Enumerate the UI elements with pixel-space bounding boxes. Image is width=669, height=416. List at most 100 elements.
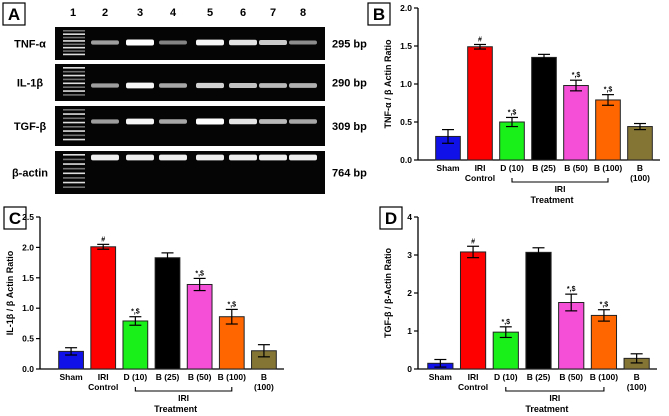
gel-band xyxy=(159,83,187,88)
gel-band xyxy=(229,39,257,46)
lane-number: 5 xyxy=(207,7,213,19)
y-tick-label: 2.0 xyxy=(400,3,412,13)
significance-mark: *,$ xyxy=(131,309,140,316)
bar xyxy=(595,99,621,161)
y-axis-label: TGF-β / β-Actin Ratio xyxy=(383,248,393,338)
ladder-band xyxy=(63,53,85,56)
gel-band xyxy=(289,83,317,88)
significance-mark: *,$ xyxy=(600,302,609,309)
y-tick-label: 1.5 xyxy=(22,273,34,283)
x-tick-label-line: IRI xyxy=(468,372,479,382)
bar xyxy=(154,257,181,370)
gel-band xyxy=(126,39,154,46)
gel-band xyxy=(91,83,119,88)
x-tick-label-line: IRI xyxy=(98,372,109,382)
x-tick-label-line: B (100) xyxy=(594,163,623,173)
x-tick-label-line: Control xyxy=(465,173,495,183)
gel-band xyxy=(259,83,287,88)
x-tick-label: B (25) xyxy=(156,372,180,382)
x-tick-label-line: D (10) xyxy=(124,372,148,382)
x-tick-label: B (100) xyxy=(627,372,647,392)
x-tick-label-line: IRI xyxy=(475,163,486,173)
x-tick-label: B (100) xyxy=(630,163,650,183)
x-tick-label-line: B xyxy=(634,372,640,382)
gel-band xyxy=(229,154,257,161)
y-tick-label: 0.5 xyxy=(22,334,34,344)
x-tick-label-line: B (25) xyxy=(156,372,180,382)
group-label: IRI xyxy=(555,184,566,194)
panel-label-box xyxy=(3,206,27,230)
lane-number: 4 xyxy=(170,7,177,19)
x-tick-label-line: (100) xyxy=(627,382,647,392)
x-tick-label: Sham xyxy=(436,163,460,173)
x-tick-label: B (50) xyxy=(188,372,212,382)
significance-mark: *,$ xyxy=(228,301,237,308)
bar-chart-c: C 0.0 0.5 1.0 1.5 2.0 2.5 IL-1β / β Actin Ratio… xyxy=(3,206,284,414)
lane-number: 7 xyxy=(270,7,276,19)
x-tick-label-line: B xyxy=(261,372,267,382)
gel-band xyxy=(289,40,317,45)
lane-number: 1 xyxy=(70,7,76,19)
x-tick-label-line: (100) xyxy=(254,382,274,392)
y-tick-label: 0.0 xyxy=(22,364,34,374)
group-bracket xyxy=(511,178,609,183)
x-tick-label-line: Sham xyxy=(436,163,460,173)
significance-mark: *,$ xyxy=(567,286,576,293)
gel-band xyxy=(159,154,187,161)
lane-number: 6 xyxy=(240,7,246,19)
ladder-band xyxy=(63,86,85,88)
y-tick-label: 0.5 xyxy=(400,117,412,127)
ladder-band xyxy=(63,67,85,69)
group-label: IRI xyxy=(178,393,189,403)
x-tick-label: Sham xyxy=(59,372,83,382)
ladder-band xyxy=(63,70,85,73)
gel-band xyxy=(126,154,154,161)
bar xyxy=(492,331,519,370)
gene-label: TGF-β xyxy=(14,121,47,133)
gel-band xyxy=(91,119,119,124)
significance-mark: *,$ xyxy=(604,87,613,94)
band-size-label: 290 bp xyxy=(332,78,367,90)
ladder-band xyxy=(63,78,85,81)
ladder-band xyxy=(63,121,85,124)
panel-label: A xyxy=(8,5,20,24)
gel-band xyxy=(229,83,257,88)
x-tick-label: B (100) xyxy=(218,372,247,382)
x-tick-label-line: Sham xyxy=(59,372,83,382)
ladder-band xyxy=(63,186,85,188)
bar xyxy=(499,121,525,161)
panel-label: C xyxy=(9,209,21,228)
ladder-band xyxy=(63,177,85,179)
y-axis-label: IL-1β / β Actin Ratio xyxy=(5,250,15,335)
gene-label: IL-1β xyxy=(17,78,44,90)
ladder-band xyxy=(63,43,85,46)
gel-band xyxy=(259,119,287,124)
ladder-band xyxy=(63,181,85,184)
x-tick-label-line: D (10) xyxy=(494,372,518,382)
gene-label: TNF-α xyxy=(14,39,46,51)
band-size-label: 295 bp xyxy=(332,39,367,51)
ladder-band xyxy=(63,117,85,120)
bar xyxy=(186,283,213,370)
y-tick-label: 0.0 xyxy=(400,155,412,165)
x-tick-label-line: Control xyxy=(458,382,488,392)
ladder-band xyxy=(63,94,85,96)
x-tick-label: B (100) xyxy=(254,372,274,392)
significance-mark: *,$ xyxy=(502,319,511,326)
x-tick-label-line: B (50) xyxy=(188,372,212,382)
significance-mark: # xyxy=(101,236,105,243)
ladder-band xyxy=(63,154,85,156)
bar xyxy=(467,46,493,161)
gel-band xyxy=(259,154,287,161)
x-tick-label-line: B (25) xyxy=(532,163,556,173)
gel-band xyxy=(196,39,224,46)
gel-band xyxy=(126,82,154,89)
ladder-band xyxy=(63,50,85,52)
x-axis-label: Treatment xyxy=(525,404,568,414)
y-tick-label: 1.0 xyxy=(400,79,412,89)
panel-label: B xyxy=(373,5,385,24)
x-tick-label: B (25) xyxy=(527,372,551,382)
bar xyxy=(459,251,487,370)
band-size-label: 309 bp xyxy=(332,121,367,133)
ladder-band xyxy=(63,40,85,42)
